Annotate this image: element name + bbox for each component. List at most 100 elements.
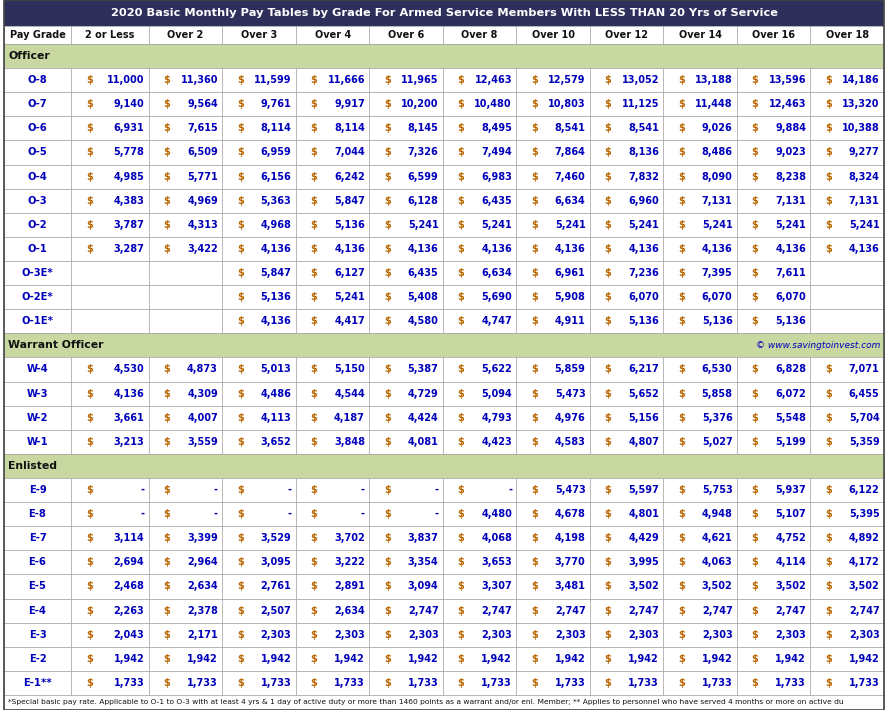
Text: $: $ [825,654,832,664]
Text: E-2: E-2 [28,654,46,664]
Text: 10,480: 10,480 [474,99,512,109]
Text: 4,621: 4,621 [702,533,733,543]
Text: 2,891: 2,891 [334,581,365,591]
Text: 1,942: 1,942 [629,654,659,664]
Text: 1,733: 1,733 [187,678,218,688]
Bar [369,526,443,550]
Text: $: $ [311,630,317,640]
Text: $: $ [751,316,758,327]
Text: $: $ [531,220,538,230]
Text: $: $ [457,99,464,109]
Text: $: $ [678,364,685,374]
Text: $: $ [163,485,170,495]
Bar [811,261,884,285]
Bar [590,26,663,44]
Bar [149,213,222,237]
Text: $: $ [457,172,464,182]
Bar [517,26,590,44]
Bar [443,357,517,381]
Bar [4,213,884,237]
Text: $: $ [311,654,317,664]
Text: 8,114: 8,114 [260,124,291,133]
Text: $: $ [605,268,612,278]
Text: $: $ [751,244,758,254]
Text: -: - [361,485,365,495]
Text: 4,678: 4,678 [555,509,585,519]
Text: 4,136: 4,136 [702,244,733,254]
Text: $: $ [237,124,244,133]
Text: 4,136: 4,136 [629,244,659,254]
Text: 6,435: 6,435 [481,196,512,206]
Text: $: $ [87,509,93,519]
Text: $: $ [605,148,612,158]
Text: Over 3: Over 3 [241,30,277,40]
Text: E-3: E-3 [28,630,46,640]
Text: 5,241: 5,241 [702,220,733,230]
Text: 9,761: 9,761 [261,99,291,109]
Text: 4,801: 4,801 [628,509,659,519]
Text: 1,733: 1,733 [629,678,659,688]
Bar [222,405,296,430]
Text: $: $ [605,124,612,133]
Text: $: $ [678,124,685,133]
Bar [4,0,884,26]
Text: $: $ [237,437,244,447]
Text: $: $ [311,75,317,85]
Bar [369,261,443,285]
Bar [149,478,222,502]
Text: 3,502: 3,502 [849,581,880,591]
Text: 5,363: 5,363 [261,196,291,206]
Bar [443,405,517,430]
Bar [71,550,149,574]
Bar [369,381,443,405]
Bar [4,189,71,213]
Text: $: $ [531,630,538,640]
Text: 4,113: 4,113 [261,413,291,422]
Text: 7,832: 7,832 [628,172,659,182]
Text: $: $ [163,533,170,543]
Text: 1,733: 1,733 [702,678,733,688]
Text: $: $ [531,509,538,519]
Bar [222,165,296,189]
Text: 2,303: 2,303 [775,630,806,640]
Bar [663,599,737,623]
Bar [4,44,884,68]
Text: 7,131: 7,131 [775,196,806,206]
Bar [149,310,222,333]
Text: $: $ [531,437,538,447]
Text: $: $ [163,606,170,616]
Text: $: $ [751,413,758,422]
Text: $: $ [531,244,538,254]
Text: 14,186: 14,186 [842,75,880,85]
Text: 7,131: 7,131 [849,196,880,206]
Text: $: $ [385,581,391,591]
Text: $: $ [311,437,317,447]
Text: 6,959: 6,959 [261,148,291,158]
Bar [4,405,884,430]
Bar [369,478,443,502]
Text: Pay Grade: Pay Grade [10,30,66,40]
Text: 2,468: 2,468 [114,581,144,591]
Text: $: $ [678,388,685,398]
Text: 1,733: 1,733 [555,678,585,688]
Text: 1,942: 1,942 [187,654,218,664]
Text: $: $ [87,99,93,109]
Bar [443,261,517,285]
Text: $: $ [163,75,170,85]
Text: $: $ [163,172,170,182]
Bar [71,647,149,671]
Text: $: $ [237,364,244,374]
Text: $: $ [825,99,832,109]
Bar [443,647,517,671]
Text: 10,200: 10,200 [401,99,439,109]
Bar [149,623,222,647]
Text: 1,942: 1,942 [114,654,144,664]
Bar [222,671,296,695]
Bar [737,502,811,526]
Text: Warrant Officer: Warrant Officer [8,340,104,351]
Text: 4,911: 4,911 [555,316,585,327]
Bar [4,381,884,405]
Bar [737,26,811,44]
Bar [4,285,884,310]
Text: 2,303: 2,303 [408,630,439,640]
